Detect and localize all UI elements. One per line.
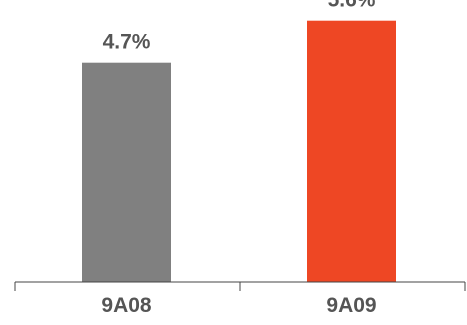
data-labels-group: 4.7% 5.6% [103, 0, 376, 54]
bars-group [82, 20, 396, 283]
x-axis-ticks [14, 282, 466, 291]
category-label-9a09: 9A09 [326, 294, 376, 317]
bar-9a08 [82, 62, 171, 283]
bar-9a09 [307, 20, 396, 282]
data-label-9a09: 5.6% [328, 0, 376, 12]
category-label-9a08: 9A08 [101, 294, 152, 317]
data-label-9a08: 4.7% [103, 31, 151, 54]
category-labels-group: 9A08 9A09 [101, 294, 376, 317]
